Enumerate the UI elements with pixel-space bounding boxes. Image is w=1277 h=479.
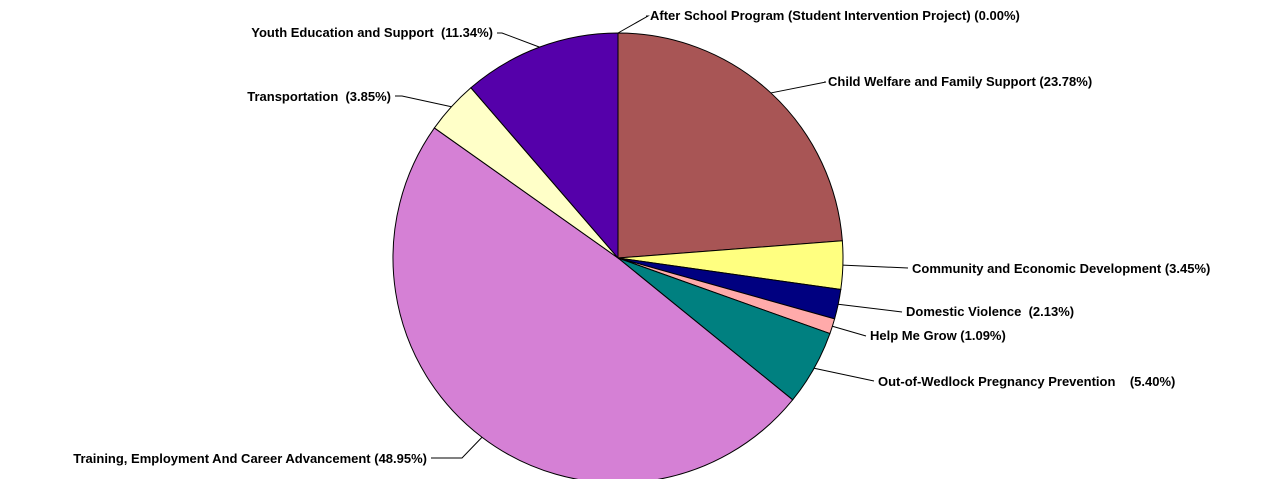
pie-slices [392,32,844,479]
leader-lines [395,15,909,459]
slice-label: Transportation (3.85%) [247,89,391,104]
slice-label: Help Me Grow (1.09%) [870,328,1006,343]
leader-line [431,436,483,459]
slice-label: Domestic Violence (2.13%) [906,304,1074,319]
slice-labels: After School Program (Student Interventi… [73,8,1210,466]
slice-label: Training, Employment And Career Advancem… [73,451,427,466]
leader-line [617,15,650,34]
leader-line [838,303,903,313]
leader-line [770,81,827,94]
slice-label: Child Welfare and Family Support (23.78%… [828,74,1092,89]
leader-line [832,325,867,337]
slice-label: After School Program (Student Interventi… [650,8,1020,23]
leader-line [497,32,540,48]
slice-label: Youth Education and Support (11.34%) [251,25,493,40]
slice-label: Community and Economic Development (3.45… [912,261,1210,276]
pie-slice [617,32,843,259]
leader-line [395,95,452,108]
pie-slice [470,32,619,260]
leader-line [842,264,909,269]
leader-line [814,367,875,382]
slice-label: Out-of-Wedlock Pregnancy Prevention (5.4… [878,374,1175,389]
